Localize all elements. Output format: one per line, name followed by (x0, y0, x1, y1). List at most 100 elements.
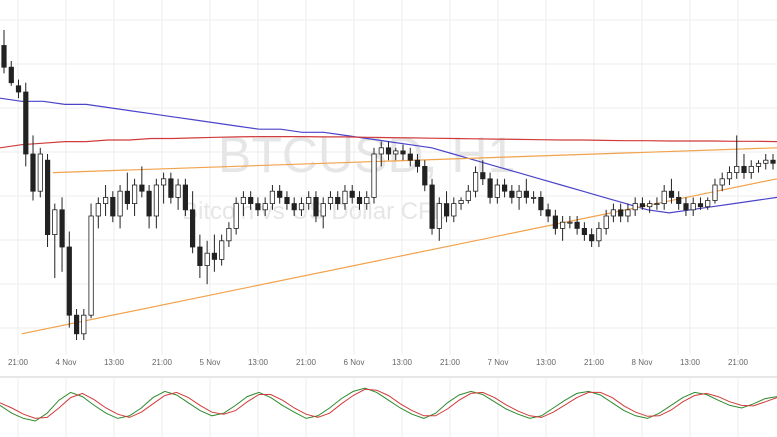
candle (603, 209, 609, 235)
candle-body (393, 150, 399, 155)
candle (465, 185, 471, 204)
candle-body (204, 252, 210, 266)
candle (654, 197, 660, 210)
candle (487, 172, 493, 204)
candle-body (414, 159, 421, 167)
candle-body (705, 200, 711, 208)
candle (240, 191, 246, 216)
candle-body (581, 227, 588, 235)
candle (371, 147, 377, 204)
candle-body (313, 196, 319, 217)
x-tick-label: 21:00 (584, 358, 605, 367)
candle-body (465, 190, 471, 201)
candle (15, 79, 22, 99)
candle-body (59, 209, 65, 248)
candle-body (182, 184, 188, 211)
x-tick-label: 5 Nov (200, 358, 221, 367)
candle (95, 197, 101, 229)
candle (277, 185, 283, 204)
candle (443, 191, 450, 223)
candle (748, 160, 754, 179)
candle (770, 154, 776, 170)
candle (581, 222, 588, 241)
candle (516, 185, 522, 210)
x-tick-label: 6 Nov (344, 358, 365, 367)
candle-body (8, 66, 14, 84)
candle (501, 178, 508, 198)
candle-body (574, 221, 580, 229)
candle-body (639, 203, 646, 208)
candle (349, 185, 355, 204)
candle (342, 185, 348, 210)
candle-body (385, 147, 392, 155)
candle-body (668, 190, 675, 198)
candle (335, 191, 341, 210)
candle-body (226, 227, 232, 242)
candle-body (240, 196, 246, 204)
candle (458, 197, 464, 210)
candle-body (567, 221, 573, 224)
candle-body (654, 203, 660, 206)
candle (284, 191, 290, 210)
candle (545, 203, 551, 223)
candle (23, 82, 29, 167)
candle-body (160, 178, 167, 186)
candle-body (407, 153, 413, 161)
candle-body (211, 252, 217, 260)
watermark-symbol: BTCUSD, H1 (218, 127, 515, 183)
candle-body (755, 162, 762, 167)
candle (291, 197, 297, 216)
candle (139, 166, 145, 198)
candle-body (81, 314, 87, 335)
x-tick-label: 21:00 (296, 358, 317, 367)
candle (313, 191, 319, 223)
candle (160, 172, 167, 204)
x-tick-label: 13:00 (392, 358, 413, 367)
candle-body (306, 196, 312, 204)
candle (472, 166, 479, 198)
candle-body (603, 215, 609, 229)
candle-body (625, 209, 631, 217)
candle (451, 197, 457, 223)
candle-body (189, 209, 196, 248)
candle (625, 203, 631, 223)
candle-body (219, 240, 225, 260)
candle-body (356, 196, 363, 204)
candle (719, 172, 725, 192)
candle-body (596, 227, 602, 242)
candle-body (139, 184, 145, 192)
candle (124, 172, 130, 210)
x-tick-label: 13:00 (248, 358, 269, 367)
candle-body (480, 172, 486, 180)
candle-body (610, 209, 617, 217)
candle (552, 209, 559, 235)
candle-body (342, 190, 348, 204)
candle (705, 197, 711, 210)
x-axis: 21:00 4 Nov 13:00 21:00 5 Nov 13:00 21:00 6 Nov… (8, 358, 749, 367)
x-tick-label: 21:00 (8, 358, 29, 367)
candle-body (661, 190, 667, 204)
candle-body (552, 215, 559, 229)
candle-body (719, 178, 725, 186)
candle-body (487, 178, 493, 198)
candle (59, 197, 65, 272)
candle-body (458, 200, 464, 204)
candle (153, 178, 159, 229)
sma_slow-line (0, 136, 777, 149)
x-tick-label: 21:00 (152, 358, 173, 367)
candle-body (320, 203, 326, 217)
candle (647, 200, 653, 213)
x-tick-label: 13:00 (680, 358, 701, 367)
candle (726, 166, 733, 185)
x-tick-label: 21:00 (440, 358, 461, 367)
candle-body (66, 246, 72, 316)
candle-body (741, 165, 747, 173)
candle (306, 191, 312, 210)
x-tick-label: 13:00 (536, 358, 557, 367)
candle (131, 178, 138, 216)
candle (327, 191, 334, 210)
candle (436, 197, 442, 241)
candle (182, 178, 188, 216)
candle (204, 240, 210, 285)
